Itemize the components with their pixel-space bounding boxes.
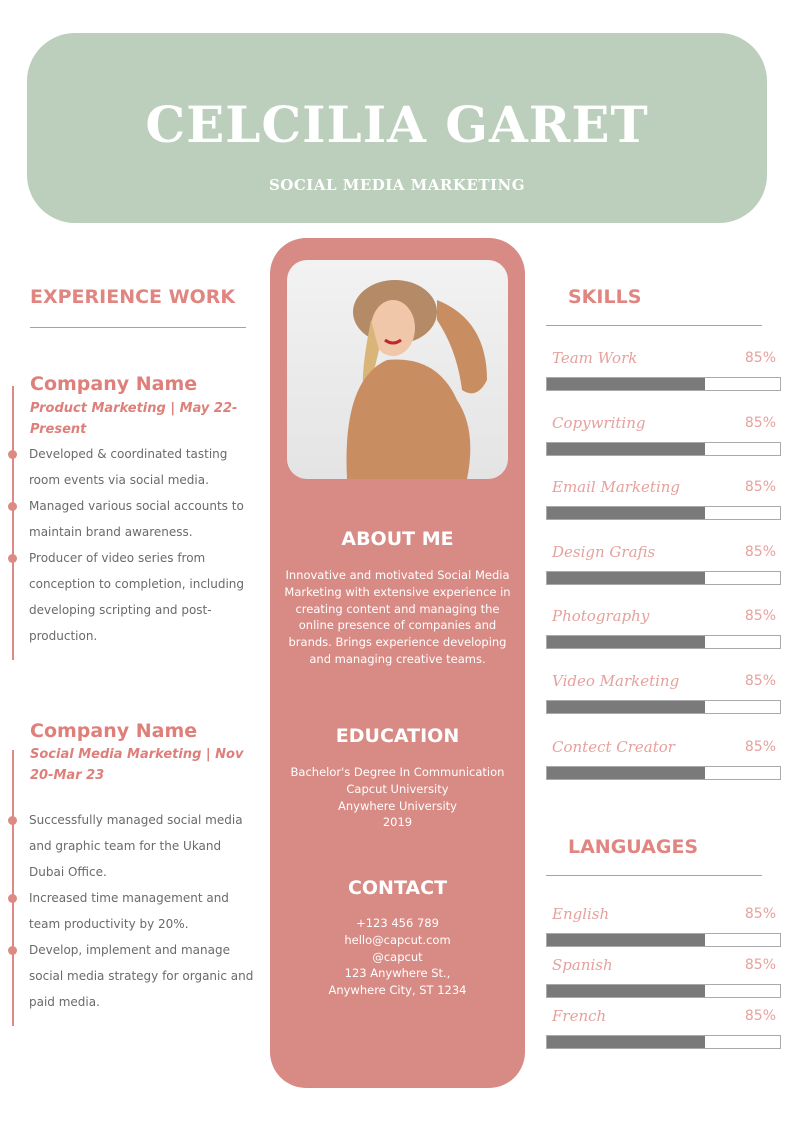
progress-fill	[547, 443, 706, 455]
item-label: Video Marketing	[552, 672, 680, 690]
progress-fill	[547, 507, 706, 519]
center-column: ABOUT ME Innovative and motivated Social…	[270, 238, 525, 1088]
item-percent: 85%	[744, 415, 776, 431]
job-bullet: Managed various social accounts to maint…	[8, 493, 259, 545]
progress-bar	[546, 933, 781, 947]
timeline-line	[12, 386, 14, 660]
item-percent: 85%	[744, 350, 776, 366]
progress-fill	[547, 378, 706, 390]
education-line: Anywhere University	[338, 798, 457, 813]
job-bullet: Increased time management and team produ…	[8, 885, 259, 937]
job-bullet: Developed & coordinated tasting room eve…	[8, 441, 259, 493]
progress-bar	[546, 700, 781, 714]
divider	[546, 325, 762, 326]
item-label: French	[552, 1007, 607, 1025]
progress-fill	[547, 934, 706, 946]
item-label: Copywriting	[552, 414, 646, 432]
job-bullet: Develop, implement and manage social med…	[8, 937, 259, 1015]
education-title: EDUCATION	[335, 725, 460, 747]
divider	[30, 327, 246, 328]
education-line: Capcut University	[346, 781, 449, 796]
item-percent: 85%	[744, 1008, 776, 1024]
about-text: Innovative and motivated Social Media Ma…	[284, 568, 511, 666]
item-label: Design Grafis	[552, 543, 656, 561]
education-line: Bachelor's Degree In Communication	[290, 765, 505, 779]
progress-fill	[547, 636, 706, 648]
header-banner: CELCILIA GARET SOCIAL MEDIA MARKETING	[27, 33, 767, 223]
company-name: Company Name	[30, 720, 198, 742]
item-percent: 85%	[744, 608, 776, 624]
contact-title: CONTACT	[347, 877, 448, 899]
job-position: Social Media Marketing | Nov 20-Mar 23	[30, 747, 244, 783]
profile-photo	[287, 260, 508, 479]
item-label: Spanish	[552, 956, 613, 974]
progress-fill	[547, 767, 706, 779]
experience-title: EXPERIENCE WORK	[30, 286, 236, 308]
item-label: English	[552, 905, 610, 923]
languages-title: LANGUAGES	[568, 836, 699, 858]
item-percent: 85%	[744, 957, 776, 973]
item-percent: 85%	[744, 544, 776, 560]
item-percent: 85%	[744, 673, 776, 689]
item-percent: 85%	[744, 739, 776, 755]
item-percent: 85%	[744, 479, 776, 495]
full-name: CELCILIA GARET	[145, 95, 649, 154]
job-bullet: Successfully managed social media and gr…	[8, 807, 259, 885]
item-percent: 85%	[744, 906, 776, 922]
contact-email: hello@capcut.com	[344, 932, 451, 947]
progress-bar	[546, 1035, 781, 1049]
contact-address: 123 Anywhere St.,	[344, 966, 451, 981]
education-details: Bachelor's Degree In Communication Capcu…	[282, 764, 513, 831]
progress-fill	[547, 1036, 706, 1048]
divider	[546, 875, 762, 876]
company-name: Company Name	[30, 373, 198, 395]
education-line: 2019	[382, 815, 413, 830]
progress-bar	[546, 442, 781, 456]
job-position: Product Marketing | May 22-Present	[30, 401, 238, 437]
progress-fill	[547, 701, 706, 713]
contact-phone: +123 456 789	[356, 916, 439, 930]
progress-bar	[546, 984, 781, 998]
progress-fill	[547, 985, 706, 997]
job-bullet: Producer of video series from conception…	[8, 545, 259, 649]
item-label: Email Marketing	[552, 478, 681, 496]
item-label: Team Work	[552, 349, 638, 367]
item-label: Contect Creator	[552, 738, 675, 756]
progress-bar	[546, 571, 781, 585]
contact-details: +123 456 789 hello@capcut.com @capcut 12…	[282, 915, 513, 999]
timeline-line	[12, 750, 14, 1026]
contact-city: Anywhere City, ST 1234	[328, 983, 467, 998]
item-label: Photography	[552, 607, 650, 625]
progress-bar	[546, 506, 781, 520]
progress-bar	[546, 766, 781, 780]
contact-social: @capcut	[372, 949, 423, 964]
skills-title: SKILLS	[568, 286, 642, 308]
progress-fill	[547, 572, 706, 584]
progress-bar	[546, 635, 781, 649]
about-title: ABOUT ME	[341, 528, 454, 550]
job-role: SOCIAL MEDIA MARKETING	[268, 176, 526, 194]
progress-bar	[546, 377, 781, 391]
person-photo-illustration	[346, 280, 487, 479]
